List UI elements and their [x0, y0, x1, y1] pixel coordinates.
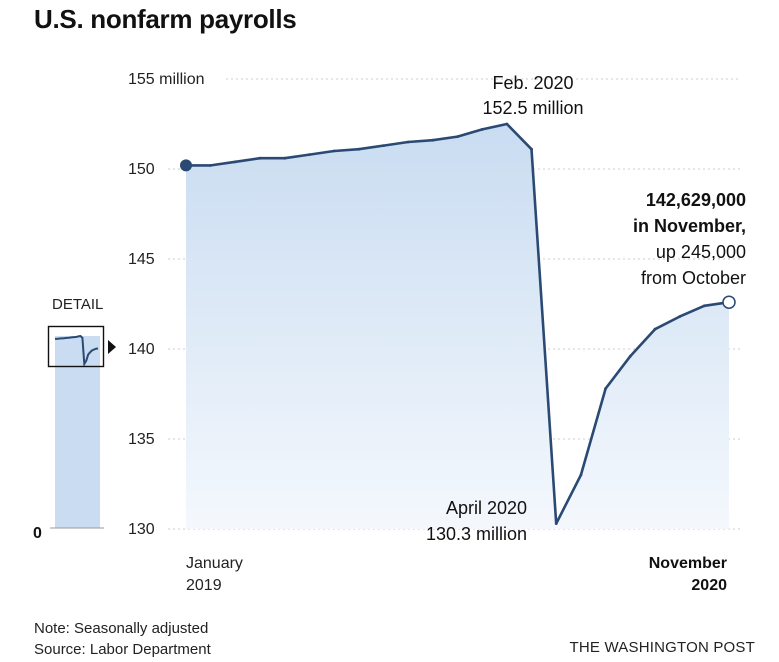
peak-annotation-month: Feb. 2020 — [492, 73, 573, 93]
data-point-2020-01 — [480, 127, 484, 131]
latest-point-marker — [722, 295, 736, 309]
latest-annotation-value: 142,629,000 — [646, 190, 746, 210]
x-tick-label-end-year: 2020 — [691, 577, 727, 594]
detail-pointer-arrow — [108, 340, 116, 354]
data-point-2020-06 — [604, 387, 607, 390]
detail-label: DETAIL — [52, 296, 104, 313]
data-point-2020-05 — [579, 473, 583, 477]
source-line: Source: Labor Department — [34, 641, 211, 658]
y-tick-label-145: 145 — [128, 251, 155, 268]
data-point-2019-11 — [431, 138, 435, 142]
data-point-2020-03 — [530, 147, 533, 151]
data-point-2019-08 — [357, 147, 361, 151]
data-point-2020-09 — [678, 315, 682, 318]
data-point-2020-07 — [628, 354, 632, 358]
data-point-2019-05 — [283, 156, 287, 160]
y-tick-label-135: 135 — [128, 431, 155, 448]
data-point-2020-02 — [505, 122, 509, 126]
chart-title: U.S. nonfarm payrolls — [34, 4, 297, 34]
y-tick-labels: 155 million 150 145 140 135 130 — [128, 71, 204, 538]
data-point-2019-10 — [406, 140, 410, 144]
peak-annotation-value: 152.5 million — [482, 98, 583, 118]
latest-annotation-month: in November, — [633, 216, 746, 236]
y-tick-label-130: 130 — [128, 521, 155, 538]
payrolls-area — [186, 124, 729, 529]
x-tick-label-start-month: January — [186, 555, 243, 572]
data-point-2019-12 — [456, 135, 459, 139]
start-point-marker — [180, 159, 192, 172]
trough-annotation-value: 130.3 million — [426, 524, 527, 544]
data-point-2020-10 — [702, 304, 706, 308]
data-point-2020-08 — [653, 327, 657, 331]
detail-zoom-box — [47, 325, 105, 368]
detail-inset: 0 — [33, 325, 116, 542]
y-tick-label-140: 140 — [128, 341, 155, 358]
data-point-2019-09 — [382, 144, 385, 148]
data-point-2019-04 — [258, 156, 262, 160]
detail-zero-label: 0 — [33, 525, 42, 542]
data-point-2019-06 — [308, 153, 311, 157]
data-point-2020-04 — [554, 522, 558, 525]
data-points — [184, 122, 731, 525]
data-point-2019-07 — [332, 149, 336, 153]
detail-inset-bar — [55, 336, 100, 528]
detail-inset-line — [55, 334, 99, 368]
publisher-credit: THE WASHINGTON POST — [569, 639, 755, 656]
latest-annotation-change: up 245,000 — [656, 242, 746, 262]
x-tick-label-end-month: November — [649, 555, 727, 572]
y-tick-label-155: 155 million — [128, 71, 204, 88]
data-point-2019-02 — [209, 164, 213, 167]
latest-annotation-comparison: from October — [641, 268, 746, 288]
trough-annotation-month: April 2020 — [446, 498, 527, 518]
x-tick-label-start-year: 2019 — [186, 577, 222, 594]
data-point-2019-03 — [233, 160, 237, 164]
y-tick-label-150: 150 — [128, 161, 155, 178]
footnote: Note: Seasonally adjusted Source: Labor … — [34, 618, 211, 660]
note-line: Note: Seasonally adjusted — [34, 620, 209, 637]
